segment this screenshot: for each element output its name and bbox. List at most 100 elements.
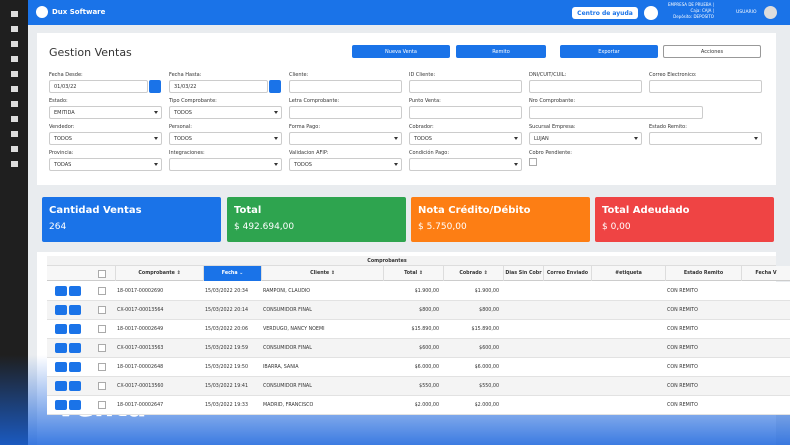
checkbox[interactable]	[529, 158, 537, 166]
row-button[interactable]	[69, 324, 81, 334]
select[interactable]: TODOS	[49, 132, 162, 145]
column-header[interactable]: Correo Enviado	[543, 266, 591, 281]
action-button[interactable]: Exportar	[560, 45, 658, 58]
filter-label: DNI/CUIT/CUIL:	[529, 72, 567, 78]
action-button[interactable]: Remito	[456, 45, 546, 58]
table-cell: 15/03/2022 19:50	[205, 365, 248, 370]
icon[interactable]	[11, 26, 18, 32]
card-title: Total	[234, 205, 262, 216]
icon[interactable]	[11, 131, 18, 137]
select[interactable]: TODOS	[169, 132, 282, 145]
input[interactable]: 31/03/22	[169, 80, 268, 93]
add-button[interactable]	[644, 6, 658, 20]
column-header[interactable]: Cliente ⇕	[261, 266, 383, 281]
table-cell: 18-0017-00002647	[117, 403, 164, 408]
table-cell: $550,00	[479, 384, 499, 389]
avatar[interactable]	[764, 6, 777, 19]
input[interactable]	[529, 80, 642, 93]
row-checkbox[interactable]	[98, 325, 106, 333]
select[interactable]: TODOS	[289, 158, 402, 171]
column-header[interactable]: Fecha V	[741, 266, 790, 281]
column-header[interactable]: Fecha ⌄	[203, 266, 261, 281]
row-checkbox[interactable]	[98, 344, 106, 352]
input[interactable]	[409, 106, 522, 119]
row-button[interactable]	[55, 400, 67, 410]
user[interactable]: USUARIO	[736, 10, 757, 15]
row-button[interactable]	[69, 381, 81, 391]
select[interactable]: EMITIDA	[49, 106, 162, 119]
input[interactable]	[649, 80, 762, 93]
select-arrow	[274, 163, 278, 166]
select[interactable]	[289, 132, 402, 145]
input[interactable]	[289, 80, 402, 93]
input[interactable]	[409, 80, 522, 93]
action-button[interactable]: Acciones	[663, 45, 761, 58]
row-button[interactable]	[69, 286, 81, 296]
icon[interactable]	[11, 161, 18, 167]
filter-label: Fecha Hasta:	[169, 72, 202, 78]
row-button[interactable]	[55, 286, 67, 296]
row-button[interactable]	[55, 381, 67, 391]
column-header[interactable]: #etiqueta	[591, 266, 665, 281]
table-cell: 18-0017-00002690	[117, 289, 164, 294]
table-cell: 18-0017-00002648	[117, 365, 164, 370]
action-button[interactable]: Nueva Venta	[352, 45, 450, 58]
table-cell: CONSUMIDOR FINAL	[263, 384, 312, 389]
select[interactable]	[169, 158, 282, 171]
table-cell: CON REMITO	[667, 308, 698, 313]
select[interactable]: TODOS	[409, 132, 522, 145]
table-cell: $15.890,00	[411, 327, 439, 332]
row-checkbox[interactable]	[98, 287, 106, 295]
company: EMPRESA DE PRUEBA |	[668, 2, 714, 7]
row-button[interactable]	[55, 343, 67, 353]
select-arrow	[394, 137, 398, 140]
select[interactable]: LUJAN	[529, 132, 642, 145]
column-header[interactable]: Comprobante ⇕	[115, 266, 203, 281]
table-cell: IBARRA, SANIA	[263, 365, 299, 370]
calendar-button[interactable]	[269, 80, 281, 93]
icon[interactable]	[11, 86, 18, 92]
card-value: $ 492.694,00	[234, 222, 295, 232]
input[interactable]	[529, 106, 703, 119]
row-button[interactable]	[55, 362, 67, 372]
icon[interactable]	[11, 41, 18, 47]
header-checkbox[interactable]	[98, 270, 106, 278]
table-cell: 15/03/2022 19:41	[205, 384, 248, 389]
row-button[interactable]	[55, 324, 67, 334]
select-arrow	[274, 111, 278, 114]
table-cell: CON REMITO	[667, 289, 698, 294]
select[interactable]	[649, 132, 762, 145]
icon[interactable]	[11, 146, 18, 152]
card-value: $ 5.750,00	[418, 222, 467, 232]
row-checkbox[interactable]	[98, 306, 106, 314]
row-button[interactable]	[69, 305, 81, 315]
column-header[interactable]: Estado Remito	[665, 266, 741, 281]
icon[interactable]	[11, 116, 18, 122]
input[interactable]: 01/03/22	[49, 80, 148, 93]
row-button[interactable]	[69, 343, 81, 353]
filter-label: ID Cliente:	[409, 72, 436, 78]
table-cell: $2.000,00	[414, 403, 439, 408]
row-checkbox[interactable]	[98, 363, 106, 371]
row-button[interactable]	[69, 362, 81, 372]
icon[interactable]	[11, 71, 18, 77]
icon[interactable]	[11, 101, 18, 107]
column-header[interactable]: Total ⇕	[383, 266, 443, 281]
calendar-button[interactable]	[149, 80, 161, 93]
icon[interactable]	[11, 56, 18, 62]
help-button[interactable]: Centro de ayuda	[572, 7, 638, 19]
select[interactable]: TODOS	[169, 106, 282, 119]
input[interactable]	[289, 106, 402, 119]
column-header[interactable]: Dias Sin Cobr	[503, 266, 543, 281]
select[interactable]	[409, 158, 522, 171]
row-button[interactable]	[69, 400, 81, 410]
row-checkbox[interactable]	[98, 401, 106, 409]
filter-label: Cobrador:	[409, 124, 434, 130]
filter-label: Provincia:	[49, 150, 74, 156]
column-header[interactable]: Cobrado ⇕	[443, 266, 503, 281]
row-checkbox[interactable]	[98, 382, 106, 390]
company-info: EMPRESA DE PRUEBA | Caja: CAJA | Depósito:…	[668, 2, 714, 20]
select[interactable]: TODAS	[49, 158, 162, 171]
row-button[interactable]	[55, 305, 67, 315]
icon-home[interactable]	[11, 11, 18, 17]
